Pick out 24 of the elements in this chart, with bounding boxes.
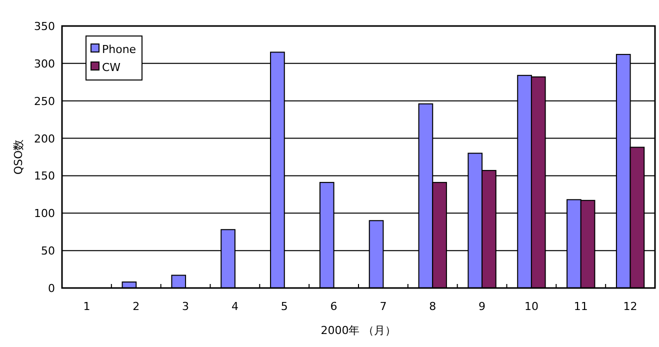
y-tick-label: 250: [34, 94, 55, 108]
y-tick-label: 150: [34, 170, 55, 183]
x-tick-label: 7: [378, 300, 388, 313]
y-tick-label: 350: [34, 20, 55, 33]
x-tick-label: 11: [572, 300, 589, 313]
y-tick-label: 100: [34, 207, 55, 220]
legend-label: CW: [102, 61, 121, 74]
x-tick-label: 10: [523, 300, 540, 313]
x-tick-label: 3: [181, 300, 190, 313]
x-tick-label: 6: [329, 300, 338, 313]
x-tick-label: 2: [132, 300, 141, 313]
x-tick-label: 1: [82, 300, 92, 313]
y-tick-label: 200: [34, 132, 55, 146]
x-tick-label: 8: [428, 300, 438, 313]
x-tick-label: 12: [622, 300, 638, 313]
y-tick-label: 300: [34, 57, 55, 70]
x-tick-label: 4: [230, 300, 240, 313]
x-tick-label: 9: [478, 300, 487, 313]
y-tick-label: 0: [48, 282, 55, 295]
y-axis-title: QSO数: [12, 139, 25, 175]
x-axis-title: 2000年 （月）: [320, 324, 396, 337]
y-tick-label: 50: [41, 244, 55, 258]
x-tick-label: 5: [280, 300, 289, 313]
legend-label: Phone: [102, 43, 136, 56]
